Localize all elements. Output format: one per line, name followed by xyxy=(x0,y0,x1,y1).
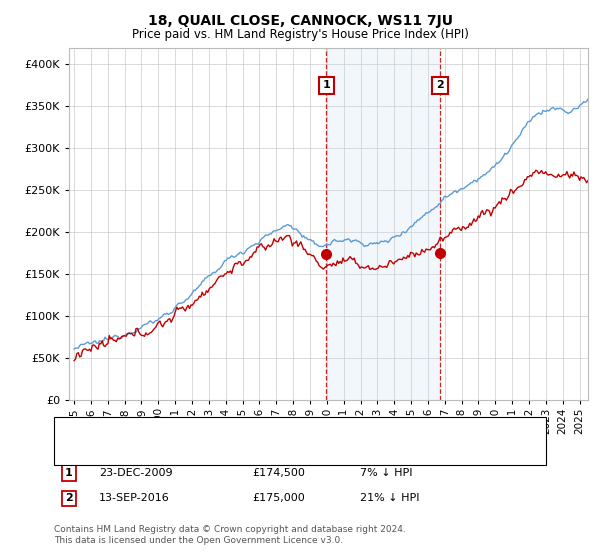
Text: Price paid vs. HM Land Registry's House Price Index (HPI): Price paid vs. HM Land Registry's House … xyxy=(131,28,469,41)
Text: £175,000: £175,000 xyxy=(252,493,305,503)
Text: Contains HM Land Registry data © Crown copyright and database right 2024.
This d: Contains HM Land Registry data © Crown c… xyxy=(54,525,406,545)
Text: 18, QUAIL CLOSE, CANNOCK, WS11 7JU (detached house): 18, QUAIL CLOSE, CANNOCK, WS11 7JU (deta… xyxy=(99,424,420,435)
Text: 13-SEP-2016: 13-SEP-2016 xyxy=(99,493,170,503)
Text: 7% ↓ HPI: 7% ↓ HPI xyxy=(360,468,413,478)
Text: 1: 1 xyxy=(322,81,330,90)
Text: £174,500: £174,500 xyxy=(252,468,305,478)
Text: 1: 1 xyxy=(65,468,73,478)
Text: 2: 2 xyxy=(65,493,73,503)
Text: 2: 2 xyxy=(436,81,444,90)
Text: HPI: Average price, detached house, Cannock Chase: HPI: Average price, detached house, Cann… xyxy=(99,446,392,456)
Text: 18, QUAIL CLOSE, CANNOCK, WS11 7JU: 18, QUAIL CLOSE, CANNOCK, WS11 7JU xyxy=(148,14,452,28)
Bar xyxy=(326,48,440,400)
Text: 23-DEC-2009: 23-DEC-2009 xyxy=(99,468,173,478)
Text: ——: —— xyxy=(66,444,81,458)
Text: 21% ↓ HPI: 21% ↓ HPI xyxy=(360,493,419,503)
Text: ——: —— xyxy=(66,423,81,436)
